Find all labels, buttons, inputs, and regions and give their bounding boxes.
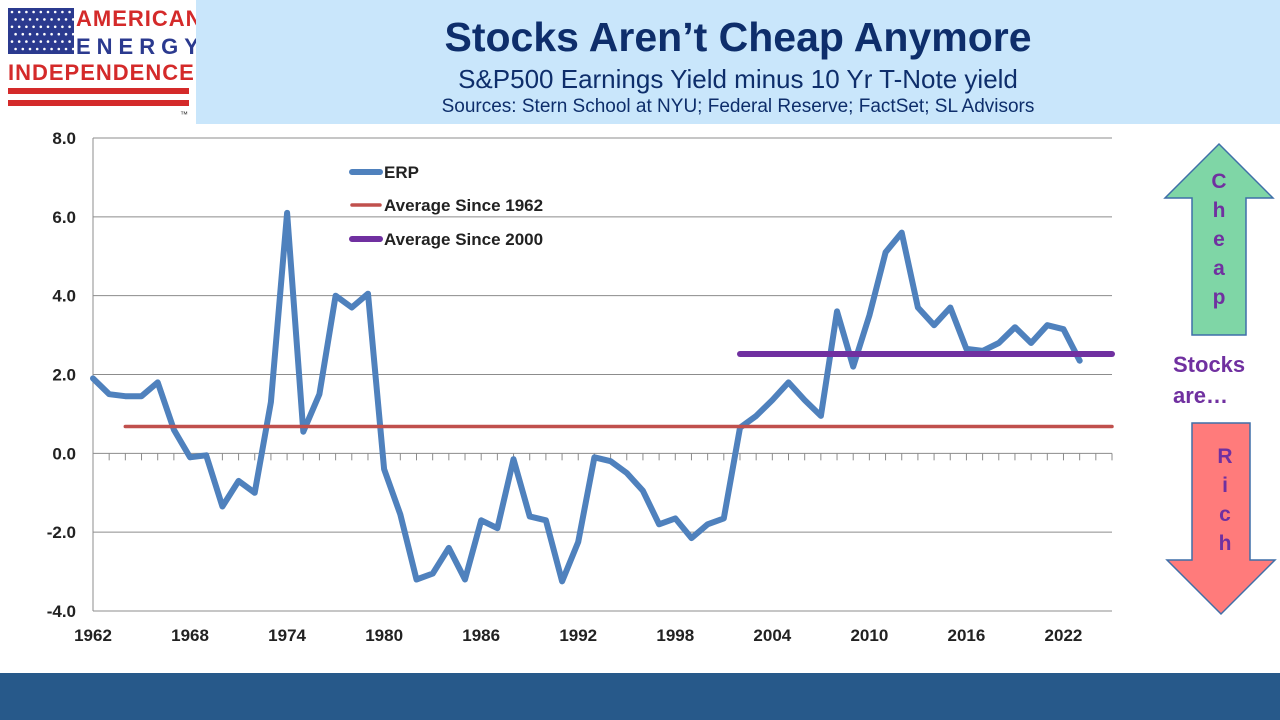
- rich-letter: R: [1217, 445, 1233, 468]
- flag-icon: [8, 8, 74, 54]
- x-tick-label: 1980: [365, 626, 403, 645]
- y-tick-label: 4.0: [52, 287, 76, 306]
- stocks-are-line1: Stocks: [1173, 352, 1246, 377]
- logo-trademark: ™: [180, 110, 188, 119]
- footer-bar: [0, 673, 1280, 720]
- rich-letter: i: [1222, 474, 1228, 497]
- cheap-letter: a: [1213, 257, 1225, 280]
- legend-label: ERP: [384, 163, 419, 182]
- cheap-letter: C: [1211, 170, 1227, 193]
- logo-stripe-1: [8, 88, 189, 94]
- stocks-are-line2: are…: [1173, 383, 1229, 408]
- y-tick-label: 2.0: [52, 366, 76, 385]
- rich-arrow-icon: [1165, 422, 1277, 616]
- rich-letter: c: [1219, 503, 1231, 526]
- logo-line1: AMERICAN: [76, 6, 203, 31]
- x-tick-label: 1974: [268, 626, 306, 645]
- y-tick-label: 8.0: [52, 129, 76, 148]
- legend-label: Average Since 1962: [384, 196, 543, 215]
- cheap-letter: e: [1213, 228, 1225, 251]
- x-tick-label: 1968: [171, 626, 209, 645]
- rich-letter: h: [1218, 532, 1232, 555]
- sources-note: Sources: Stern School at NYU; Federal Re…: [441, 96, 1035, 117]
- header-banner: Stocks Aren’t Cheap Anymore S&P500 Earni…: [196, 0, 1280, 124]
- logo: AMERICAN ENERGY INDEPENDENCE ™: [0, 0, 202, 124]
- y-tick-label: 0.0: [52, 444, 76, 463]
- logo-line3: INDEPENDENCE: [8, 60, 195, 85]
- cheap-arrow-icon: [1163, 142, 1275, 336]
- y-tick-label: -4.0: [47, 602, 76, 621]
- cheap-letter: p: [1212, 286, 1226, 309]
- x-tick-label: 2010: [850, 626, 888, 645]
- x-tick-label: 2016: [948, 626, 986, 645]
- page-subtitle: S&P500 Earnings Yield minus 10 Yr T-Note…: [458, 64, 1018, 94]
- logo-line2: ENERGY: [76, 34, 205, 59]
- legend-label: Average Since 2000: [384, 230, 543, 249]
- logo-stripe-2: [8, 100, 189, 106]
- cheap-letter: h: [1212, 199, 1226, 222]
- erp-line-chart: 8.0 6.0 4.0 2.0 0.0 -2.0 -4.0 1962 1968 1974 1980 1…: [47, 129, 1115, 645]
- page-title: Stocks Aren’t Cheap Anymore: [444, 14, 1032, 60]
- x-tick-label: 1998: [656, 626, 694, 645]
- x-tick-label: 1962: [74, 626, 112, 645]
- x-tick-label: 1986: [462, 626, 500, 645]
- series-line-erp: [90, 209, 1083, 585]
- y-tick-label: 6.0: [52, 208, 76, 227]
- x-tick-label: 2022: [1045, 626, 1083, 645]
- x-tick-label: 1992: [559, 626, 597, 645]
- y-tick-label: -2.0: [47, 523, 76, 542]
- x-tick-label: 2004: [753, 626, 791, 645]
